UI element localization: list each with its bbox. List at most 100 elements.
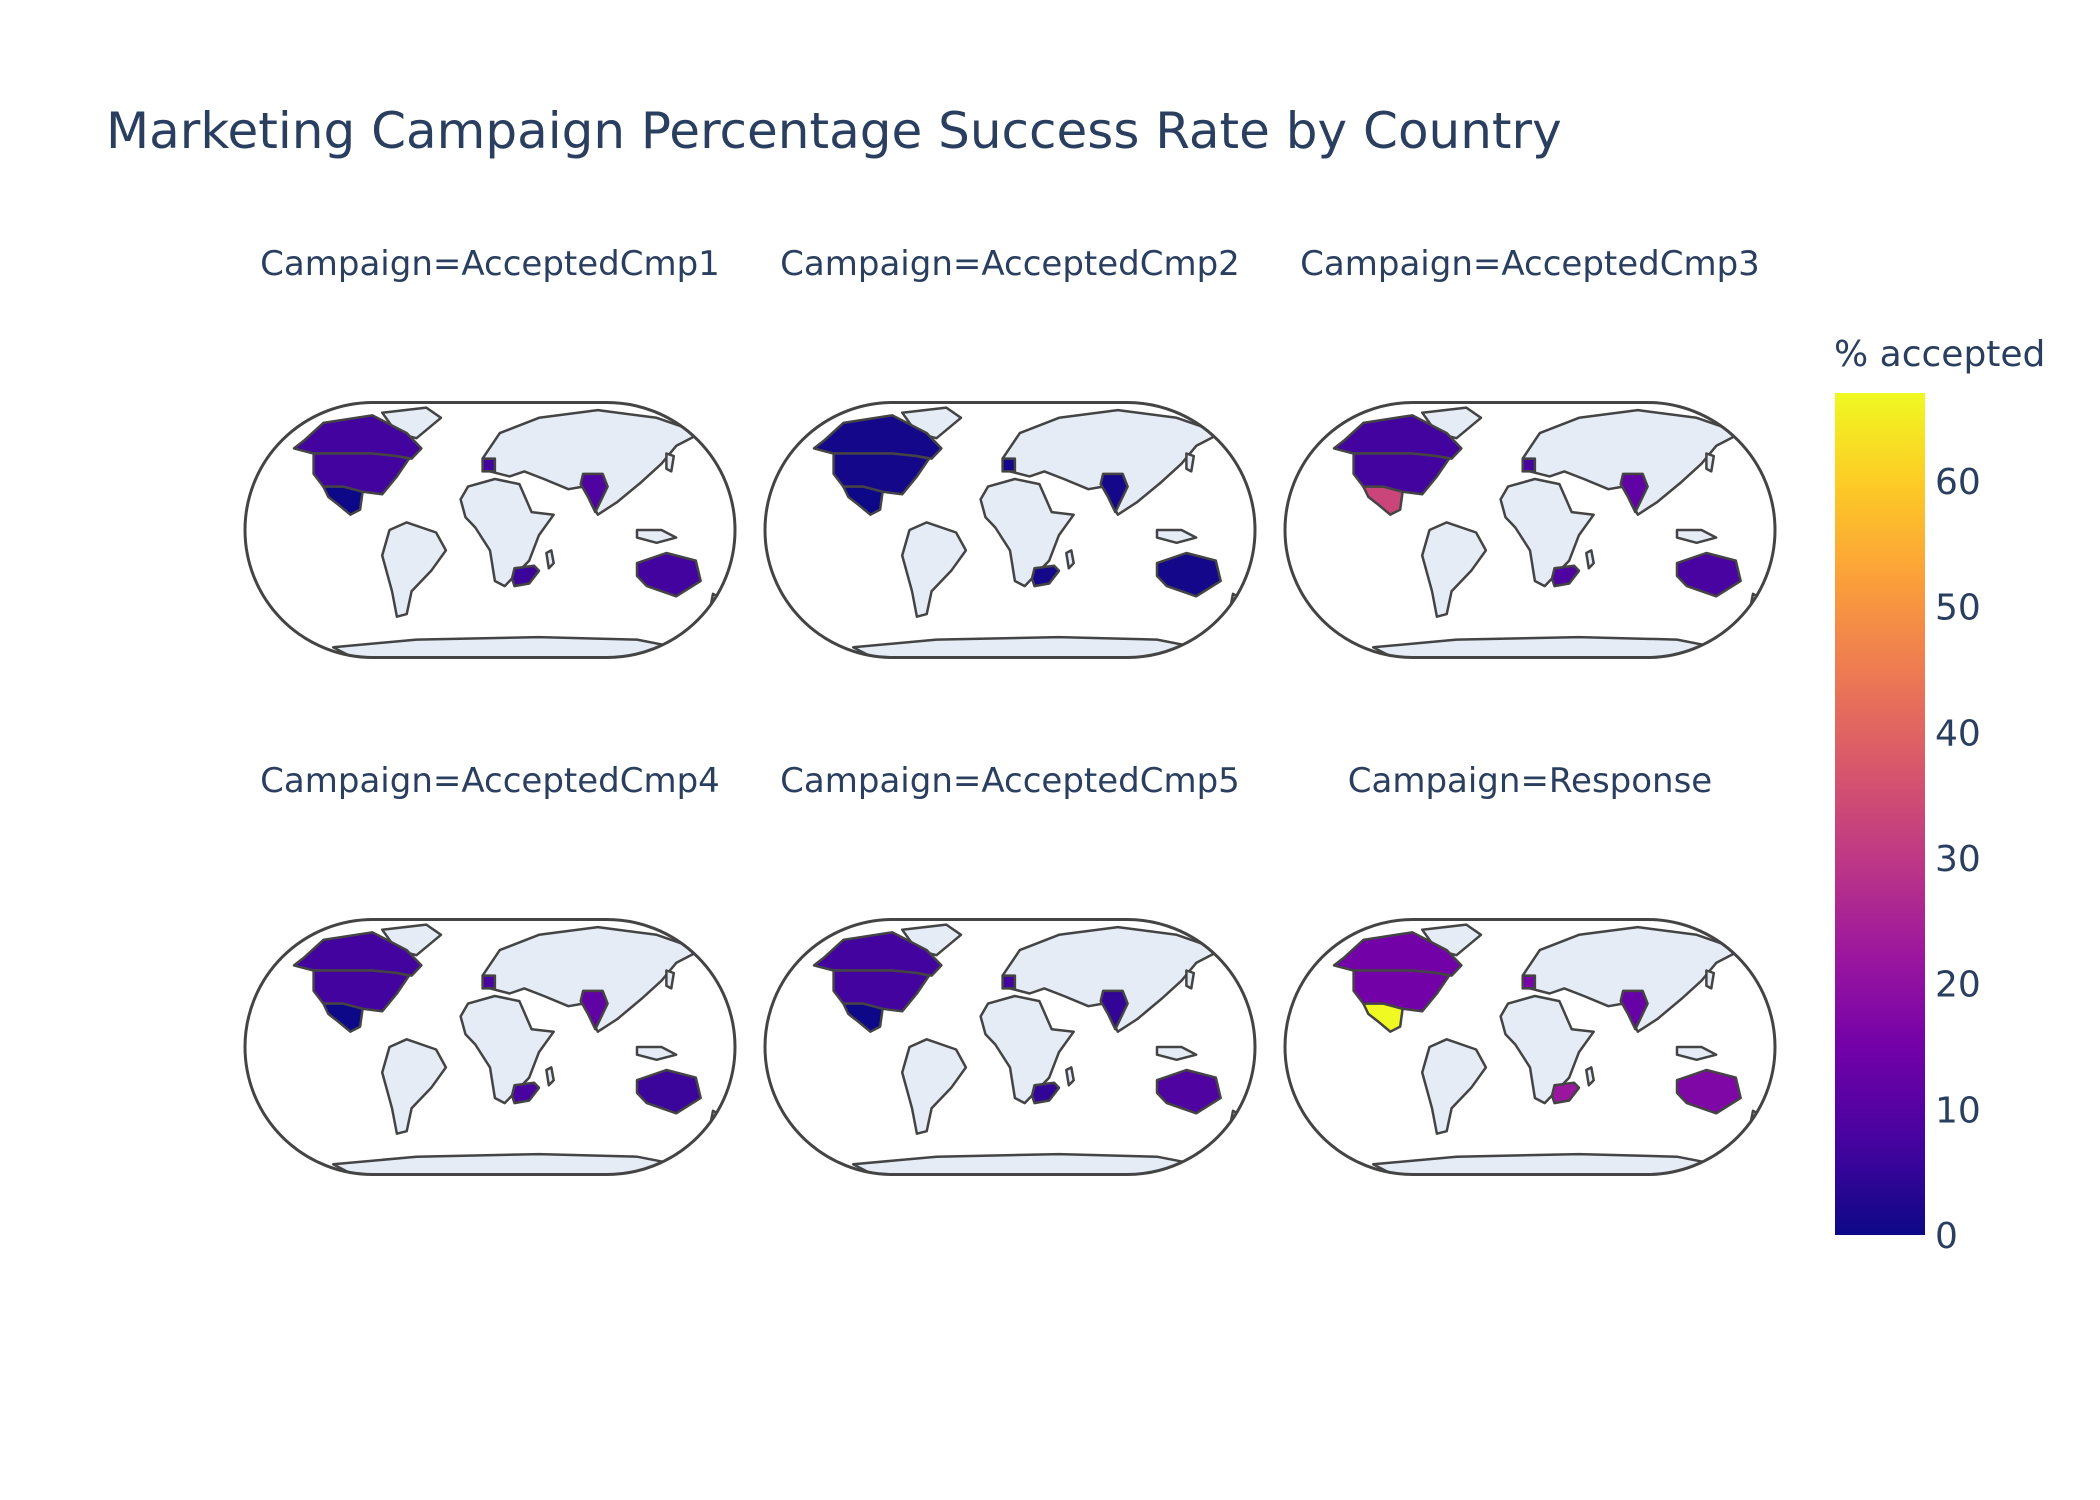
land-madagascar <box>545 1066 555 1087</box>
country-india[interactable] <box>1619 472 1649 514</box>
country-usa[interactable] <box>1352 969 1451 1013</box>
country-mexico[interactable] <box>842 485 884 516</box>
country-australia[interactable] <box>1675 1068 1742 1115</box>
country-usa[interactable] <box>312 452 411 496</box>
colorbar: % accepted 0 10 20 30 40 50 60 <box>1834 334 2045 1257</box>
land-madagascar <box>1065 549 1075 570</box>
land-south-america <box>900 521 968 618</box>
land-japan <box>1705 452 1716 473</box>
country-australia[interactable] <box>635 1068 702 1115</box>
country-spain[interactable] <box>481 457 497 473</box>
land-antarctica <box>331 635 678 658</box>
country-canada[interactable] <box>812 414 943 460</box>
facet-title: Campaign=AcceptedCmp5 <box>780 761 1240 801</box>
map-geography <box>1285 402 1775 658</box>
colorbar-tick-label: 10 <box>1935 1090 1981 1131</box>
country-spain[interactable] <box>1001 974 1017 990</box>
country-usa[interactable] <box>312 969 411 1013</box>
country-india[interactable] <box>1099 472 1129 514</box>
land-indonesia <box>1155 528 1198 545</box>
colorbar-tick-label: 20 <box>1935 965 1981 1006</box>
country-south-africa[interactable] <box>1550 564 1581 588</box>
land-japan <box>665 452 676 473</box>
colorbar-tick-label: 30 <box>1935 839 1981 880</box>
country-mexico[interactable] <box>1362 1002 1404 1033</box>
land-south-america <box>380 521 448 618</box>
country-usa[interactable] <box>832 452 931 496</box>
map-geography <box>1285 919 1775 1175</box>
country-australia[interactable] <box>1155 1068 1222 1115</box>
country-south-africa[interactable] <box>1550 1081 1581 1105</box>
land-eurasia <box>481 925 702 1033</box>
country-mexico[interactable] <box>322 485 364 516</box>
land-antarctica <box>851 1152 1198 1175</box>
country-mexico[interactable] <box>1362 485 1404 516</box>
land-antarctica <box>1371 635 1718 658</box>
country-canada[interactable] <box>1332 931 1463 977</box>
country-india[interactable] <box>579 989 609 1031</box>
country-spain[interactable] <box>481 974 497 990</box>
colorbar-title: % accepted <box>1834 334 2045 375</box>
country-south-africa[interactable] <box>510 564 541 588</box>
map-frame <box>763 401 1257 659</box>
land-south-america <box>1420 1038 1488 1135</box>
chart-title: Marketing Campaign Percentage Success Ra… <box>106 102 1562 160</box>
facet-grid: Campaign=AcceptedCmp1 Campaign=AcceptedCm… <box>243 244 1777 1176</box>
facet-map: Campaign=AcceptedCmp3 <box>1283 244 1777 659</box>
country-australia[interactable] <box>1675 551 1742 598</box>
land-indonesia <box>1155 1045 1198 1062</box>
country-spain[interactable] <box>1521 974 1537 990</box>
colorbar-tick-label: 50 <box>1935 588 1981 629</box>
country-spain[interactable] <box>1001 457 1017 473</box>
land-antarctica <box>331 1152 678 1175</box>
facet-title: Campaign=Response <box>1348 761 1712 801</box>
country-india[interactable] <box>1099 989 1129 1031</box>
country-canada[interactable] <box>1332 414 1463 460</box>
land-madagascar <box>1065 1066 1075 1087</box>
country-canada[interactable] <box>812 931 943 977</box>
map-geography <box>765 402 1255 658</box>
land-japan <box>1705 969 1716 990</box>
land-eurasia <box>1521 925 1742 1033</box>
country-usa[interactable] <box>1352 452 1451 496</box>
facet-map: Campaign=AcceptedCmp5 <box>763 761 1257 1176</box>
land-japan <box>1185 969 1196 990</box>
colorbar-gradient <box>1835 393 1925 1235</box>
country-canada[interactable] <box>292 414 423 460</box>
land-indonesia <box>635 1045 678 1062</box>
land-eurasia <box>1001 925 1222 1033</box>
map-frame <box>1283 401 1777 659</box>
land-indonesia <box>1675 1045 1718 1062</box>
country-canada[interactable] <box>292 931 423 977</box>
country-mexico[interactable] <box>842 1002 884 1033</box>
country-usa[interactable] <box>832 969 931 1013</box>
land-madagascar <box>1585 549 1595 570</box>
country-south-africa[interactable] <box>1030 1081 1061 1105</box>
country-spain[interactable] <box>1521 457 1537 473</box>
land-japan <box>1185 452 1196 473</box>
map-frame <box>1283 918 1777 1176</box>
facet-map: Campaign=Response <box>1283 761 1777 1176</box>
land-japan <box>665 969 676 990</box>
facet-map: Campaign=AcceptedCmp2 <box>763 244 1257 659</box>
land-eurasia <box>481 408 702 516</box>
country-south-africa[interactable] <box>510 1081 541 1105</box>
colorbar-tick-label: 0 <box>1935 1216 1958 1257</box>
map-geography <box>245 402 735 658</box>
country-australia[interactable] <box>1155 551 1222 598</box>
land-indonesia <box>1675 528 1718 545</box>
map-geography <box>245 919 735 1175</box>
country-south-africa[interactable] <box>1030 564 1061 588</box>
land-antarctica <box>1371 1152 1718 1175</box>
land-indonesia <box>635 528 678 545</box>
country-australia[interactable] <box>635 551 702 598</box>
colorbar-tick-label: 60 <box>1935 462 1981 503</box>
facet-title: Campaign=AcceptedCmp2 <box>780 244 1240 284</box>
land-south-america <box>1420 521 1488 618</box>
country-india[interactable] <box>1619 989 1649 1031</box>
country-india[interactable] <box>579 472 609 514</box>
country-mexico[interactable] <box>322 1002 364 1033</box>
colorbar-ticks: 0 10 20 30 40 50 60 <box>1935 462 1981 1257</box>
facet-map: Campaign=AcceptedCmp4 <box>243 761 737 1176</box>
